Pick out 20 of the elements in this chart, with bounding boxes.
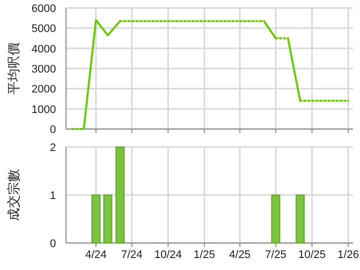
x-tick-label: 1/25 <box>194 249 216 261</box>
y-tick-label: 2000 <box>32 84 56 96</box>
y-axis-title: 成交宗數 <box>6 169 21 221</box>
x-tick-label: 1/26 <box>338 249 359 261</box>
y-tick-label: 5000 <box>32 23 56 36</box>
x-tick-label: 10/24 <box>154 249 182 261</box>
y-axis-title: 平均呎價 <box>6 42 21 94</box>
x-tick-label: 10/25 <box>298 249 326 261</box>
y-tick-label: 0 <box>50 238 56 250</box>
y-tick-label: 1 <box>50 190 56 202</box>
y-tick-label: 3000 <box>32 64 56 76</box>
y-tick-label: 6000 <box>32 3 56 15</box>
x-tick-label: 7/24 <box>121 249 143 261</box>
x-tick-label: 7/25 <box>265 249 286 261</box>
x-tick-label: 4/24 <box>85 249 107 261</box>
y-tick-label: 1000 <box>32 104 56 116</box>
y-tick-label: 0 <box>50 124 56 136</box>
y-tick-label: 4000 <box>32 43 56 56</box>
y-tick-label: 2 <box>50 142 56 154</box>
x-tick-label: 4/25 <box>229 249 251 261</box>
